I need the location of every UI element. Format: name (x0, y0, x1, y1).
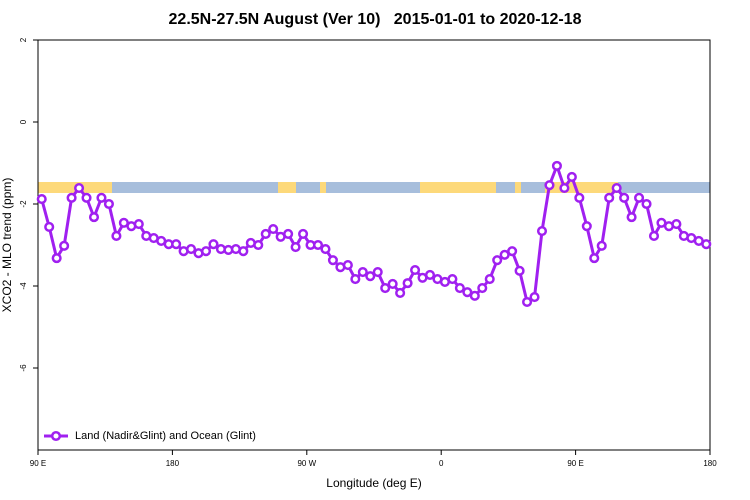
data-point (641, 198, 652, 210)
data-point (44, 221, 55, 233)
data-point (298, 228, 309, 239)
x-tick-label: 90 E (567, 459, 583, 468)
y-tick-label: -6 (19, 364, 28, 372)
data-point (36, 194, 47, 205)
data-point (581, 221, 592, 232)
data-point (103, 198, 114, 210)
data-point (350, 273, 361, 285)
data-point (619, 192, 630, 203)
chart-title: 22.5N-27.5N August (Ver 10) 2015-01-01 t… (169, 11, 582, 28)
data-point (454, 283, 465, 294)
data-point (290, 242, 301, 253)
data-point (589, 253, 600, 264)
y-axis-label: XCO2 - MLO trend (ppm) (0, 178, 14, 313)
data-point (387, 278, 398, 290)
data-point (238, 246, 249, 257)
land-ocean-strip (38, 182, 710, 193)
data-point (477, 283, 488, 294)
y-tick-label: -2 (19, 200, 28, 208)
data-point (253, 239, 264, 251)
data-point (268, 223, 279, 235)
data-point (111, 230, 122, 242)
data-point (634, 192, 645, 203)
legend-marker (50, 430, 62, 442)
data-point (499, 249, 510, 260)
data-point (701, 239, 712, 250)
data-point (81, 192, 92, 203)
data-point (208, 239, 219, 250)
data-point (320, 244, 331, 255)
data-point (522, 296, 533, 308)
data-point (402, 278, 413, 289)
data-point (59, 240, 70, 251)
y-tick-label: 2 (19, 37, 28, 42)
data-point (133, 219, 144, 230)
data-point (604, 192, 615, 203)
data-point (514, 265, 525, 276)
data-point (566, 171, 577, 182)
data-point (626, 212, 637, 223)
data-point (365, 271, 376, 282)
x-tick-label: 180 (703, 459, 717, 468)
data-point (312, 239, 324, 251)
data-point (507, 246, 518, 257)
data-point (529, 292, 540, 303)
land-strip (320, 182, 326, 193)
data-point (380, 283, 391, 294)
x-tick-label: 90 W (297, 459, 316, 468)
data-point (462, 287, 473, 298)
data-point (74, 182, 85, 194)
data-point (559, 182, 570, 194)
data-point (410, 264, 421, 276)
x-tick-label: 90 E (30, 459, 46, 468)
data-point (96, 192, 107, 203)
x-axis-label: Longitude (deg E) (326, 476, 421, 490)
data-point (469, 290, 480, 301)
x-tick-label: 180 (166, 459, 180, 468)
data-point (171, 239, 182, 250)
data-point (200, 246, 212, 257)
data-point (424, 269, 436, 280)
data-point (66, 192, 77, 203)
y-tick-label: -4 (19, 282, 28, 290)
data-point (492, 255, 503, 266)
data-point (611, 182, 622, 194)
data-point (283, 228, 294, 239)
data-point (327, 255, 338, 266)
data-point (342, 260, 353, 271)
data-point (536, 226, 548, 237)
x-tick-label: 0 (439, 459, 444, 468)
data-point (357, 267, 368, 278)
data-point (51, 253, 62, 264)
legend-label: Land (Nadir&Glint) and Ocean (Glint) (75, 430, 256, 442)
data-point (671, 219, 682, 230)
y-tick-label: 0 (19, 119, 28, 124)
land-strip (278, 182, 296, 193)
data-point (596, 240, 607, 251)
land-strip (420, 182, 496, 193)
plot-frame (37, 39, 711, 451)
data-point (648, 230, 660, 242)
data-point (260, 228, 271, 239)
land-strip (515, 182, 521, 193)
land-strip (545, 182, 618, 193)
data-point (395, 287, 406, 299)
data-point (186, 244, 197, 255)
data-point (372, 267, 383, 278)
data-point (544, 180, 555, 191)
ocean-strip (38, 182, 710, 193)
data-point (484, 273, 495, 285)
data-point (551, 160, 562, 171)
data-point (447, 273, 458, 285)
data-point (574, 192, 585, 203)
data-point (88, 212, 100, 223)
